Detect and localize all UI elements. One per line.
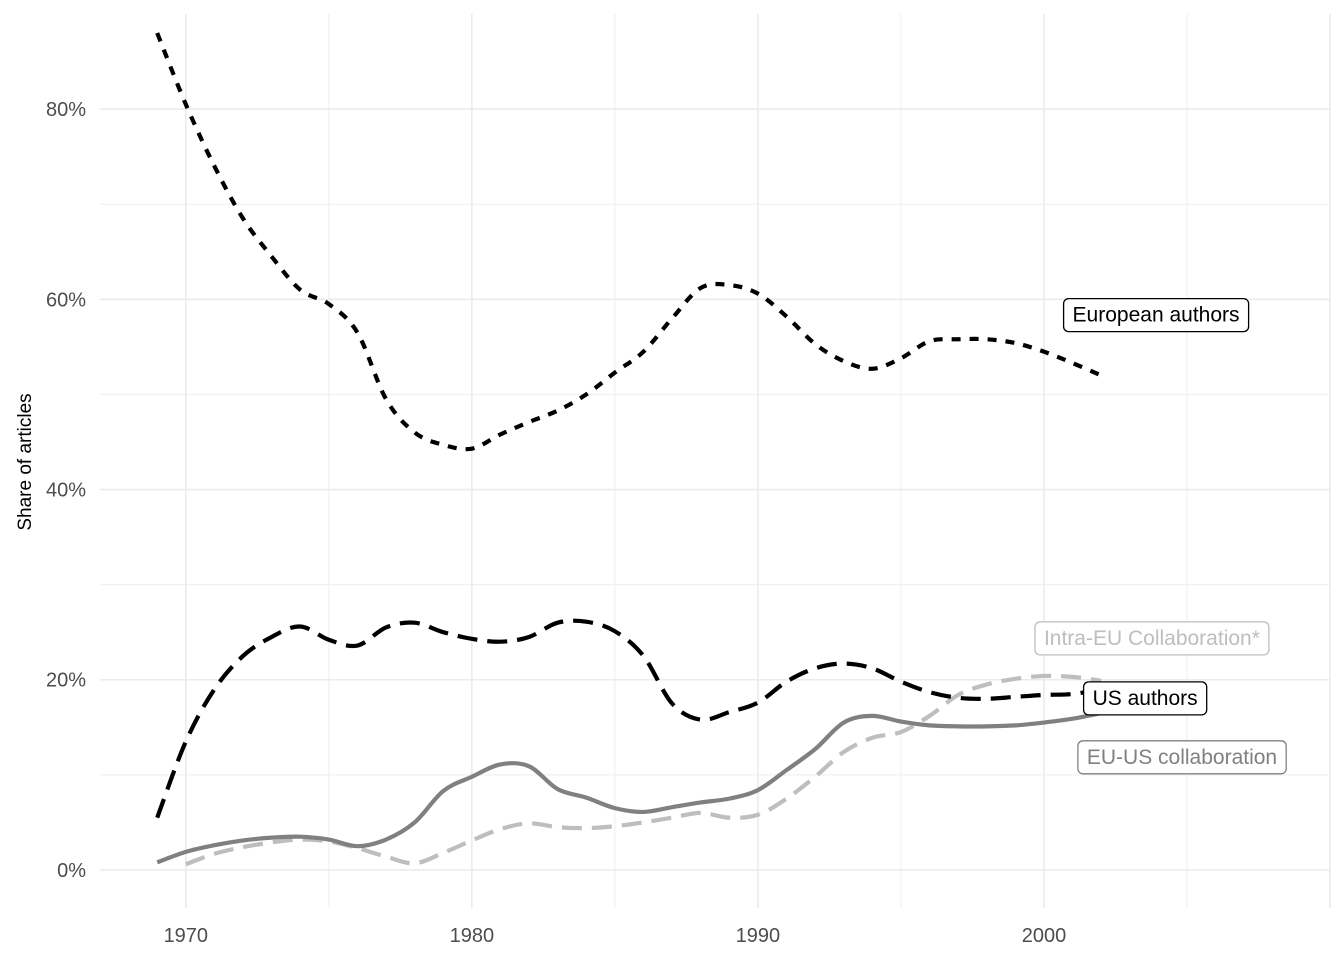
x-axis-ticks: 1970 1980 1990 2000 xyxy=(164,925,1067,947)
series-label-text: EU-US collaboration xyxy=(1087,746,1277,769)
x-tick-label: 2000 xyxy=(1022,925,1067,947)
series-label: European authors xyxy=(1062,297,1250,333)
series-label-text: European authors xyxy=(1073,304,1240,327)
series-label-box xyxy=(1082,681,1208,716)
x-tick-label: 1980 xyxy=(450,925,495,947)
series-label-box xyxy=(1077,740,1287,775)
series-label: US authors xyxy=(1082,681,1208,716)
y-tick-label: 40% xyxy=(46,480,86,502)
series-label-text: Intra-EU Collaboration* xyxy=(1044,627,1260,650)
y-tick-label: 80% xyxy=(46,99,86,121)
y-tick-label: 20% xyxy=(46,670,86,692)
x-tick-label: 1970 xyxy=(164,925,209,947)
major-gridlines xyxy=(100,14,1331,908)
x-tick-label: 1990 xyxy=(736,925,781,947)
series-line-european-authors xyxy=(155,32,1102,452)
minor-gridlines xyxy=(100,14,1330,908)
series-line-us-authors xyxy=(155,618,1102,819)
y-axis-title: Share of articles xyxy=(15,393,36,530)
y-tick-label: 60% xyxy=(46,289,86,311)
series-label-box xyxy=(1034,621,1270,656)
y-tick-label: 0% xyxy=(57,860,86,882)
series-lines xyxy=(155,32,1102,867)
series-label-box xyxy=(1062,297,1250,333)
series-label: Intra-EU Collaboration* xyxy=(1034,621,1270,656)
y-axis-ticks: 0% 20% 40% 60% 80% xyxy=(46,99,86,882)
series-label: EU-US collaboration xyxy=(1077,740,1287,775)
series-line-intra-eu-collaboration xyxy=(185,673,1102,867)
series-label-text: US authors xyxy=(1093,687,1198,710)
series-labels: European authors Intra-EU Collaboration* U… xyxy=(1034,297,1287,775)
series-line-eu-us-collaboration xyxy=(156,710,1102,865)
